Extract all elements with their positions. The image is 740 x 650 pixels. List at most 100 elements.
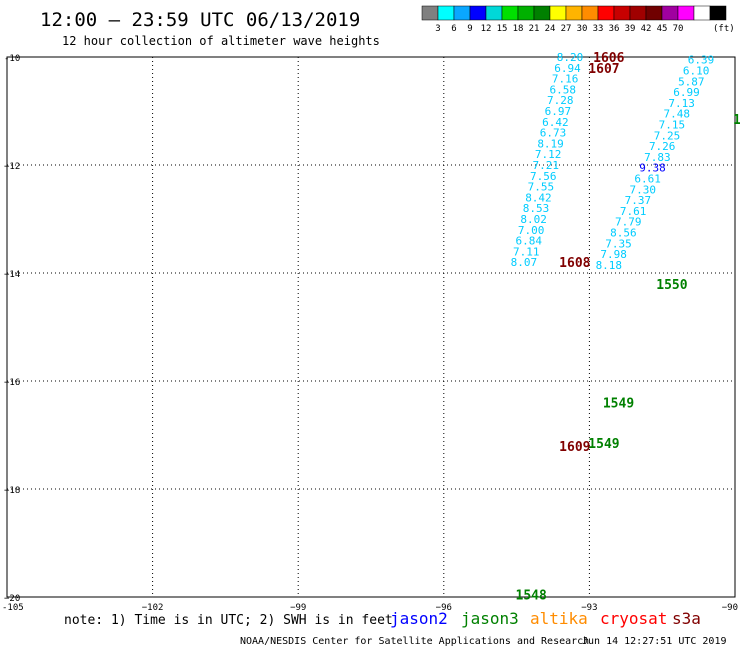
- pass-time-label: 1607: [588, 62, 619, 77]
- wave-height-label: 7.26: [649, 140, 676, 153]
- pass-time-label: 1549: [603, 397, 634, 412]
- pass-time-labels: 16061607155160815501549160915491548: [516, 51, 740, 603]
- color-scale-tick: 24: [545, 24, 556, 34]
- wave-height-label: 6.94: [554, 62, 581, 75]
- color-scale-swatch: [565, 5, 583, 21]
- color-scale-tick: 33: [593, 24, 604, 34]
- legend-entry-jason3: jason3: [461, 609, 519, 628]
- color-scale-tick: 9: [467, 24, 472, 34]
- wave-height-label: 5.87: [678, 75, 705, 88]
- y-tick-label: −20: [4, 594, 20, 604]
- x-axis-tick-labels: -105 −102 −99 −96 −93 −90: [2, 603, 738, 613]
- x-tick-label: −96: [436, 603, 452, 613]
- color-scale-swatch: [661, 5, 679, 21]
- footer-note: note: 1) Time is in UTC; 2) SWH is in fe…: [64, 613, 393, 628]
- wave-height-label: 8.19: [537, 137, 564, 150]
- wave-height-label: 7.25: [654, 129, 681, 142]
- pass-time-label: 155: [733, 113, 740, 128]
- color-scale-swatch: [597, 5, 615, 21]
- plot-grid: [7, 57, 735, 597]
- color-scale-swatch: [501, 5, 519, 21]
- color-scale-tick: 6: [451, 24, 456, 34]
- wave-height-label: 8.07: [511, 256, 538, 269]
- color-scale-tick: 15: [497, 24, 508, 34]
- pass-time-label: 1609: [559, 440, 590, 455]
- y-tick-label: −18: [4, 486, 20, 496]
- wave-height-label: 6.99: [673, 86, 700, 99]
- color-scale-swatch: [629, 5, 647, 21]
- wave-height-label: 6.84: [515, 235, 542, 248]
- color-scale-swatch: [693, 5, 711, 21]
- wave-height-label: 7.13: [668, 97, 695, 110]
- pass-time-label: 1606: [593, 51, 624, 66]
- wave-height-label: 7.35: [605, 237, 632, 250]
- color-scale-tick: 3: [435, 24, 440, 34]
- wave-height-label: 7.12: [535, 148, 562, 161]
- wave-height-label: 6.73: [540, 127, 567, 140]
- color-scale-swatch: [421, 5, 439, 21]
- color-scale-swatch: [549, 5, 567, 21]
- wave-height-label: 7.16: [552, 73, 579, 86]
- color-scale-tick: 36: [609, 24, 620, 34]
- y-axis-tick-labels: -10 −12 −14 −16 −18 −20: [4, 54, 20, 604]
- color-scale-swatch: [677, 5, 695, 21]
- wave-height-label: 7.11: [513, 245, 540, 258]
- color-scale-unit: (ft): [713, 24, 735, 34]
- wave-height-label: 7.61: [620, 205, 647, 218]
- wave-height-label: 7.21: [532, 159, 559, 172]
- legend-entry-cryosat: cryosat: [600, 609, 667, 628]
- wave-height-label: 7.79: [615, 216, 642, 229]
- color-scale-swatch: [453, 5, 471, 21]
- legend-entry-s3a: s3a: [672, 609, 701, 628]
- wave-height-label: 7.48: [664, 108, 691, 121]
- chart-legend: jason2 jason3 altika cryosat s3a: [390, 609, 701, 628]
- y-tick-label: −12: [4, 162, 20, 172]
- wave-height-label: 7.83: [644, 151, 671, 164]
- wave-height-label: 7.28: [547, 94, 574, 107]
- color-scale-tick: 70: [673, 24, 684, 34]
- wave-height-label: 6.97: [545, 105, 572, 118]
- wave-height-label: 7.55: [528, 181, 555, 194]
- wave-height-label: 6.58: [549, 83, 576, 96]
- wave-height-values: 6.396.105.876.997.137.487.157.257.267.83…: [511, 51, 715, 272]
- wave-height-label: 7.15: [659, 119, 686, 132]
- color-scale-swatch: [533, 5, 551, 21]
- chart-subtitle: 12 hour collection of altimeter wave hei…: [62, 34, 380, 48]
- wave-height-label: 8.42: [525, 191, 552, 204]
- y-tick-label: −16: [4, 378, 20, 388]
- footer-timestamp: Jun 14 12:27:51 UTC 2019: [582, 636, 727, 647]
- footer-credit: NOAA/NESDIS Center for Satellite Applica…: [240, 636, 589, 647]
- color-scale-tick: 42: [641, 24, 652, 34]
- wave-height-label: 6.10: [683, 65, 710, 78]
- wave-height-label: 6.42: [542, 116, 569, 129]
- color-scale-tick: 39: [625, 24, 636, 34]
- x-tick-label: −93: [581, 603, 597, 613]
- wave-height-label: 8.02: [520, 213, 547, 226]
- pass-time-label: 1608: [559, 256, 590, 271]
- color-scale-tick: 45: [657, 24, 668, 34]
- color-scale-swatch: [437, 5, 455, 21]
- x-tick-label: −102: [142, 603, 164, 613]
- pass-time-label: 1550: [656, 278, 687, 293]
- wave-height-label: 7.98: [600, 248, 627, 261]
- legend-entry-jason2: jason2: [390, 609, 448, 628]
- color-scale-tick: 18: [513, 24, 524, 34]
- wave-height-label: 7.37: [625, 194, 652, 207]
- color-scale-swatch: [517, 5, 535, 21]
- pass-time-label: 1548: [516, 588, 547, 603]
- color-scale-swatch: [469, 5, 487, 21]
- wave-height-label: 9.38: [639, 162, 666, 175]
- wave-height-label: 8.20: [557, 51, 584, 64]
- x-tick-label: −99: [290, 603, 306, 613]
- wave-height-label: 8.18: [596, 259, 623, 272]
- color-scale-tick: 30: [577, 24, 588, 34]
- color-scale-swatch: [613, 5, 631, 21]
- wave-height-label: 7.56: [530, 170, 557, 183]
- x-tick-label: −90: [722, 603, 738, 613]
- color-scale-tick: 12: [481, 24, 492, 34]
- color-scale-swatch: [581, 5, 599, 21]
- x-tick-label: -105: [2, 603, 24, 613]
- wave-height-label: 8.56: [610, 227, 637, 240]
- wave-height-label: 7.00: [518, 224, 545, 237]
